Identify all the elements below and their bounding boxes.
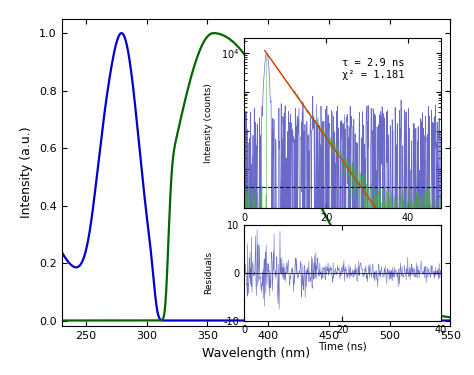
Y-axis label: Intensity (counts): Intensity (counts)	[204, 83, 213, 163]
Y-axis label: Intensity (a.u.): Intensity (a.u.)	[20, 127, 34, 218]
X-axis label: Time (ns): Time (ns)	[318, 341, 367, 351]
Y-axis label: Residuals: Residuals	[204, 251, 213, 294]
X-axis label: Wavelength (nm): Wavelength (nm)	[202, 346, 310, 360]
Text: τ = 2.9 ns
χ² = 1.181: τ = 2.9 ns χ² = 1.181	[342, 58, 405, 80]
